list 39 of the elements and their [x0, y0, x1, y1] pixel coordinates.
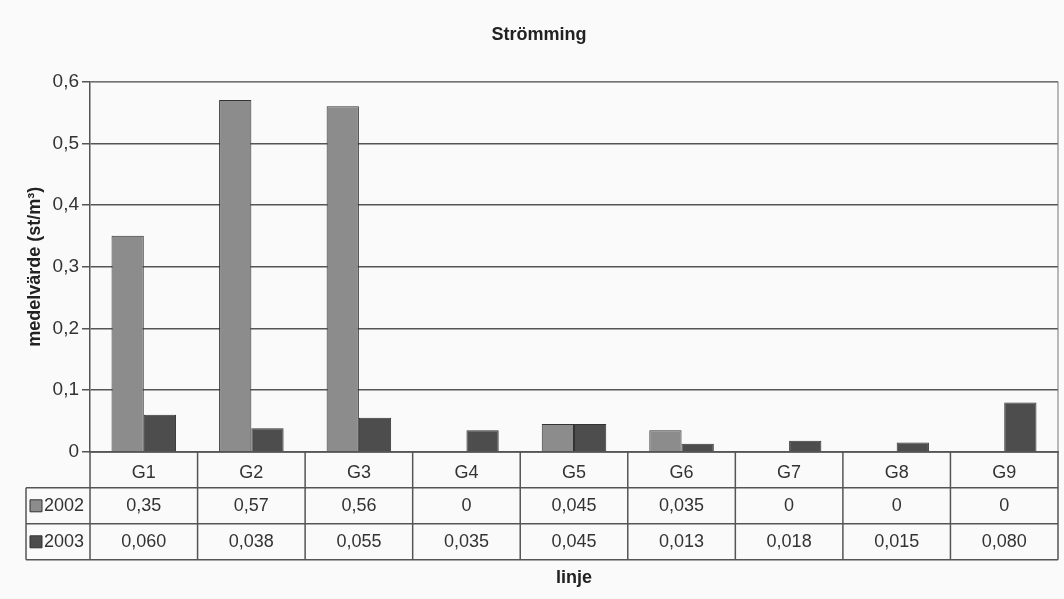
data-label: 0,080: [981, 530, 1027, 551]
legend-label: 2002: [44, 494, 85, 515]
y-axis-title: medelvärde (st/m³): [23, 186, 44, 347]
data-label: 0: [891, 494, 902, 515]
data-label: 0,013: [659, 530, 705, 551]
data-label: 0,57: [233, 494, 269, 515]
y-tick-label: 0,5: [52, 131, 80, 153]
chart-title: Strömming: [491, 23, 587, 44]
x-tick-label: G4: [454, 461, 479, 482]
data-label: 0,018: [766, 530, 812, 551]
data-label: 0,015: [874, 530, 920, 551]
y-tick-label: 0,3: [52, 254, 80, 276]
y-tick-label: 0,2: [52, 316, 80, 338]
data-label: 0,56: [341, 494, 377, 515]
data-label: 0,045: [551, 530, 597, 551]
x-tick-label: G3: [346, 461, 371, 482]
x-tick-label: G6: [669, 461, 694, 482]
legend-label: 2003: [44, 530, 85, 551]
y-tick-label: 0,4: [52, 193, 80, 215]
data-label: 0,35: [126, 494, 162, 515]
y-tick-label: 0: [68, 440, 80, 462]
data-label: 0,038: [228, 530, 274, 551]
data-label: 0,055: [336, 530, 382, 551]
y-tick-label: 0,1: [52, 378, 80, 400]
data-label: 0,035: [443, 530, 489, 551]
data-label: 0: [784, 494, 795, 515]
y-tick-label: 0,6: [52, 69, 80, 91]
data-label: 0,035: [659, 494, 705, 515]
x-tick-label: G5: [562, 461, 587, 482]
x-axis-title: linje: [556, 567, 593, 588]
data-label: 0: [461, 494, 472, 515]
data-label: 0: [999, 494, 1010, 515]
data-label: 0,045: [551, 494, 597, 515]
x-tick-label: G7: [777, 461, 802, 482]
x-tick-label: G2: [239, 461, 264, 482]
x-tick-label: G8: [884, 461, 909, 482]
x-tick-label: G9: [992, 461, 1017, 482]
x-tick-label: G1: [131, 461, 156, 482]
data-label: 0,060: [121, 530, 167, 551]
